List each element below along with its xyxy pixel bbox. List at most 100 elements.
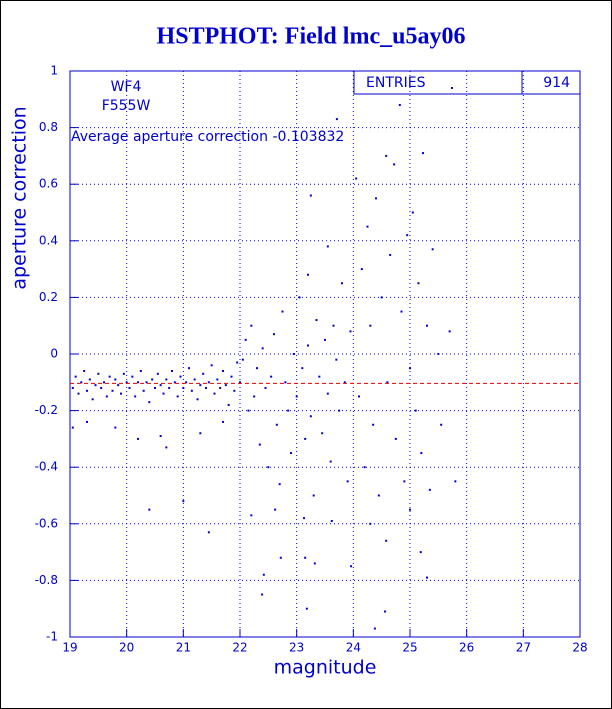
point bbox=[309, 194, 312, 197]
point bbox=[411, 211, 414, 214]
point bbox=[148, 401, 151, 404]
point bbox=[261, 593, 264, 596]
point bbox=[414, 409, 417, 412]
x-tick-label: 23 bbox=[289, 641, 304, 655]
point bbox=[125, 381, 128, 384]
x-tick-label: 19 bbox=[62, 641, 77, 655]
point bbox=[114, 426, 117, 429]
point bbox=[74, 375, 77, 378]
x-tick-label: 24 bbox=[346, 641, 361, 655]
x-tick-label: 20 bbox=[119, 641, 134, 655]
point bbox=[400, 310, 403, 313]
point bbox=[244, 338, 247, 341]
point bbox=[385, 154, 388, 157]
point bbox=[393, 163, 396, 166]
point bbox=[222, 369, 224, 372]
x-axis-label: magnitude bbox=[274, 657, 377, 679]
point bbox=[176, 395, 179, 398]
x-tick-label: 22 bbox=[232, 641, 247, 655]
point bbox=[426, 576, 428, 579]
point bbox=[278, 483, 281, 486]
point bbox=[250, 514, 253, 517]
point bbox=[326, 245, 329, 248]
point bbox=[233, 389, 236, 392]
y-tick-label: -0.6 bbox=[35, 516, 58, 530]
point bbox=[375, 197, 377, 200]
y-tick-label: 0.6 bbox=[39, 177, 58, 191]
point bbox=[250, 324, 253, 327]
point bbox=[313, 562, 316, 565]
point bbox=[292, 353, 295, 355]
point bbox=[207, 381, 210, 384]
point bbox=[267, 466, 270, 469]
point bbox=[193, 378, 196, 381]
point bbox=[261, 347, 264, 350]
point bbox=[406, 234, 409, 237]
point bbox=[264, 386, 267, 389]
y-tick-label: -0.4 bbox=[35, 460, 58, 474]
x-tick-label: 21 bbox=[176, 641, 191, 655]
point bbox=[398, 103, 401, 106]
point bbox=[298, 296, 301, 299]
point bbox=[185, 381, 188, 384]
point bbox=[134, 395, 137, 398]
point bbox=[262, 573, 265, 576]
point bbox=[139, 369, 142, 372]
point bbox=[179, 375, 182, 378]
chip-label: WF4 bbox=[111, 79, 142, 95]
point bbox=[287, 409, 290, 412]
point bbox=[117, 384, 120, 387]
point bbox=[165, 378, 168, 381]
point bbox=[346, 480, 349, 483]
point bbox=[330, 519, 333, 522]
point bbox=[358, 395, 360, 398]
chart-title: HSTPHOT: Field lmc_u5ay06 bbox=[157, 24, 466, 50]
point bbox=[426, 324, 428, 327]
point bbox=[312, 494, 315, 497]
point bbox=[384, 610, 387, 613]
point bbox=[188, 367, 190, 370]
point bbox=[210, 364, 213, 367]
point bbox=[205, 386, 207, 389]
point bbox=[94, 384, 97, 387]
point bbox=[171, 369, 173, 372]
point bbox=[239, 381, 241, 384]
point bbox=[105, 395, 108, 398]
point bbox=[377, 494, 380, 497]
point bbox=[309, 415, 312, 418]
point bbox=[241, 358, 244, 361]
point bbox=[440, 423, 443, 426]
point bbox=[154, 386, 156, 389]
point bbox=[168, 386, 171, 389]
point bbox=[329, 460, 332, 463]
point bbox=[145, 381, 148, 384]
point bbox=[315, 319, 318, 322]
point bbox=[159, 435, 162, 438]
point bbox=[114, 378, 117, 381]
point bbox=[355, 177, 358, 180]
point bbox=[131, 375, 134, 378]
point bbox=[369, 324, 372, 327]
point bbox=[137, 437, 139, 440]
point bbox=[279, 556, 282, 559]
point bbox=[301, 367, 304, 370]
point bbox=[338, 409, 341, 412]
point bbox=[182, 386, 185, 389]
point bbox=[304, 437, 307, 440]
point bbox=[159, 384, 162, 387]
point bbox=[454, 480, 457, 483]
point bbox=[190, 389, 193, 392]
point bbox=[326, 392, 329, 395]
point bbox=[403, 480, 406, 483]
point bbox=[335, 118, 338, 121]
point bbox=[202, 372, 205, 375]
point bbox=[422, 152, 425, 155]
point bbox=[216, 378, 219, 381]
y-tick-label: 1 bbox=[50, 64, 58, 78]
y-tick-label: -0.2 bbox=[35, 403, 58, 417]
point bbox=[173, 381, 176, 384]
point bbox=[199, 384, 202, 387]
point bbox=[137, 381, 139, 384]
point bbox=[372, 423, 375, 426]
point bbox=[290, 452, 292, 455]
